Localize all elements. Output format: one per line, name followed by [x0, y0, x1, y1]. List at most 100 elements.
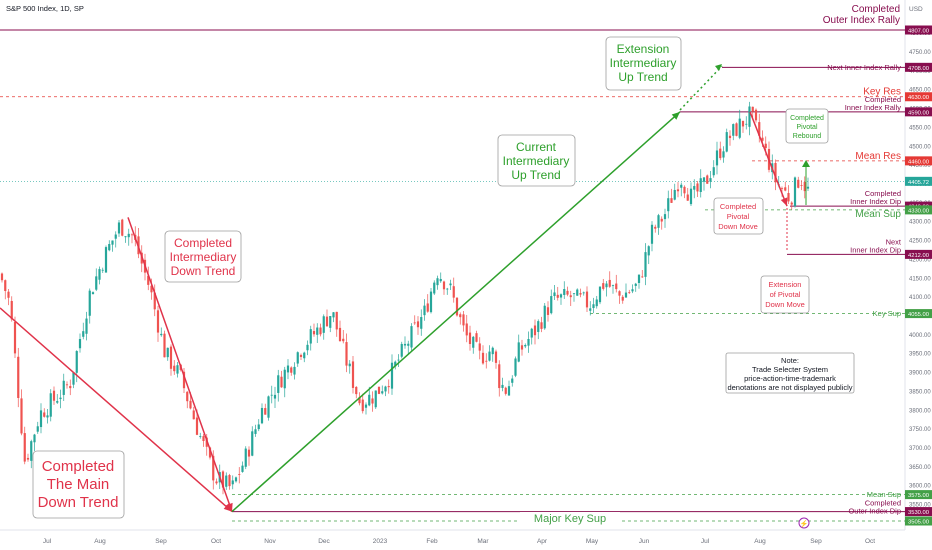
annotation-current-up-line3: Up Trend — [511, 168, 560, 182]
candle-body — [114, 234, 117, 239]
candle-body — [527, 339, 530, 346]
candle-body — [286, 365, 290, 373]
level-name: Next — [886, 237, 902, 246]
candle-body — [774, 162, 777, 183]
candle-body — [13, 321, 17, 354]
candle-body — [231, 480, 234, 485]
candle-body — [173, 365, 176, 372]
candle-body — [247, 449, 251, 457]
candle-body — [793, 177, 797, 207]
top-right-label-1: Completed — [852, 4, 900, 15]
annotation-int-down-line3: Down Trend — [171, 264, 236, 278]
candle-body — [800, 185, 803, 186]
candle-body — [319, 327, 322, 335]
candle-body — [702, 177, 706, 182]
y-tick-label: 4250.00 — [909, 239, 931, 245]
candle-body — [754, 109, 758, 121]
candle-body — [745, 123, 748, 125]
candle-body — [546, 307, 550, 315]
level-name: Completed — [865, 189, 901, 198]
level-price-tag-text: 4807.00 — [908, 29, 929, 35]
candle-body — [329, 316, 332, 328]
candle-body — [452, 286, 455, 298]
candle-body — [598, 286, 602, 303]
candle-body — [806, 186, 810, 189]
candle-body — [65, 384, 69, 386]
candle-body — [293, 366, 296, 375]
x-tick-label: Sep — [155, 538, 167, 545]
event-marker-icon[interactable]: ⚡ — [798, 517, 810, 529]
candle-body — [576, 289, 579, 296]
candle-body — [686, 194, 689, 201]
candle-body — [325, 316, 329, 327]
x-tick-label: Sep — [810, 538, 822, 545]
level-lines: 4807.004708.004630.004590.004460.004340.… — [0, 25, 932, 526]
trend-arrowhead — [223, 503, 232, 512]
candle-body — [524, 344, 527, 347]
annotation-rebound-line2: Pivotal — [796, 124, 817, 131]
level-price-tag — [905, 107, 932, 117]
candle-body — [338, 327, 342, 342]
annotation-rebound-line1: Completed — [790, 115, 824, 122]
candle-body — [260, 407, 264, 424]
svg-text:⚡: ⚡ — [800, 519, 809, 528]
candle-body — [387, 386, 390, 388]
candle-body — [355, 386, 358, 395]
level-price-tag-text: 4055.00 — [908, 312, 929, 318]
candle-body — [475, 333, 478, 342]
x-tick-label: Oct — [865, 538, 875, 545]
y-tick-label: 3750.00 — [909, 427, 931, 433]
candle-body — [615, 283, 618, 290]
candle-body — [501, 384, 504, 388]
annotation-int-down-line1: Completed — [174, 236, 232, 250]
candle-body — [264, 408, 267, 415]
candle-body — [30, 441, 33, 461]
x-tick-label: May — [586, 538, 599, 545]
candle-body — [589, 308, 592, 311]
candle-body — [49, 393, 52, 417]
annotation-main-down-line3: Down Trend — [38, 494, 119, 511]
candle-body — [364, 404, 368, 408]
candle-body — [69, 386, 72, 389]
candle-body — [634, 283, 637, 286]
candle-body — [715, 150, 719, 166]
candle-body — [803, 181, 806, 192]
candle-body — [436, 278, 439, 286]
extension-up-trend-line — [679, 65, 723, 111]
candle-body — [7, 291, 10, 298]
candle-body — [98, 269, 101, 280]
candle-body — [17, 356, 20, 398]
candle-body — [429, 291, 433, 313]
candle-body — [104, 247, 108, 273]
candle-body — [423, 305, 426, 316]
candle-body — [790, 202, 793, 205]
annotation-pivotal-rebound: Completed Pivotal Rebound — [785, 108, 829, 144]
candle-body — [124, 236, 127, 238]
candle-body — [446, 288, 449, 290]
y-tick-label: 4750.00 — [909, 50, 931, 56]
candle-body — [488, 351, 491, 361]
candle-body — [20, 398, 23, 434]
candle-body — [56, 401, 59, 403]
candle-body — [504, 387, 507, 394]
candle-body — [709, 178, 712, 182]
y-tick-label: 4500.00 — [909, 144, 931, 150]
trend-arrowhead — [226, 502, 233, 512]
candle-body — [296, 352, 299, 364]
candle-body — [163, 333, 166, 358]
candle-body — [413, 322, 416, 324]
candle-body — [410, 326, 413, 348]
candle-body — [130, 234, 134, 236]
candle-body — [335, 311, 338, 330]
currency-label: USD — [909, 6, 923, 13]
candle-body — [403, 343, 407, 346]
candle-body — [641, 276, 644, 278]
candle-body — [530, 328, 533, 338]
candle-body — [520, 345, 524, 350]
candle-body — [605, 283, 608, 288]
candle-body — [75, 351, 78, 373]
y-tick-label: 4300.00 — [909, 220, 931, 226]
candle-body — [618, 291, 621, 296]
level-price-tag — [905, 92, 932, 102]
candle-body — [543, 305, 546, 329]
